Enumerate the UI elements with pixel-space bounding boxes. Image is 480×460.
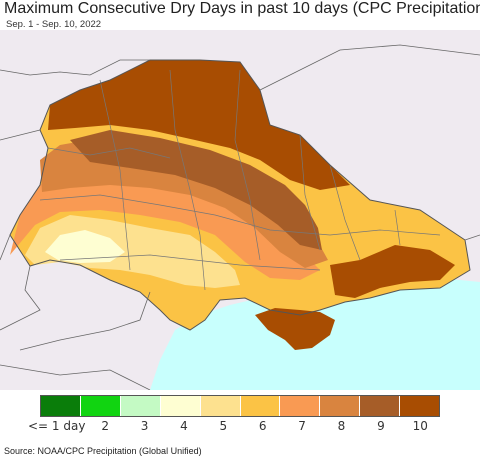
region-dry-8 <box>40 138 328 268</box>
legend-label: 7 <box>298 419 306 433</box>
legend-swatch-8 <box>320 396 361 416</box>
legend-swatch-7 <box>280 396 321 416</box>
neighbor-borders <box>0 44 480 390</box>
dry-days-map <box>0 30 480 390</box>
legend-swatch-5 <box>200 396 241 416</box>
legend-swatch-1 <box>41 396 81 416</box>
legend-label: 5 <box>219 419 228 433</box>
legend-swatch-9 <box>360 396 401 416</box>
legend-label: 10 <box>412 419 428 433</box>
ukraine-border <box>9 59 471 331</box>
legend-swatches <box>40 395 440 417</box>
region-dry-10-north <box>48 60 350 190</box>
region-dry-10-east <box>330 245 455 298</box>
legend-swatch-3 <box>120 396 161 416</box>
legend-swatch-10 <box>400 396 440 416</box>
legend-label: 6 <box>258 419 267 433</box>
legend-label: 4 <box>180 419 188 433</box>
legend-label: 3 <box>140 419 149 433</box>
date-range: Sep. 1 - Sep. 10, 2022 <box>6 19 102 30</box>
legend-swatch-2 <box>80 396 121 416</box>
legend-label: 8 <box>337 419 346 433</box>
legend-swatch-6 <box>240 396 281 416</box>
region-dry-4 <box>45 230 125 263</box>
map-title: Maximum Consecutive Dry Days in past 10 … <box>4 0 480 17</box>
source-note: Source: NOAA/CPC Precipitation (Global U… <box>4 446 202 456</box>
legend: <= 1 day 2 3 4 5 6 7 8 9 10 <box>0 392 480 436</box>
oblast-borders <box>39 69 441 291</box>
legend-swatch-4 <box>160 396 201 416</box>
legend-label: 2 <box>101 419 109 433</box>
legend-labels: <= 1 day 2 3 4 5 6 7 8 9 10 <box>28 419 440 433</box>
region-crimea <box>255 308 335 350</box>
legend-label: <= 1 day <box>28 419 86 433</box>
legend-label: 9 <box>377 419 385 433</box>
region-dry-9 <box>70 130 322 250</box>
